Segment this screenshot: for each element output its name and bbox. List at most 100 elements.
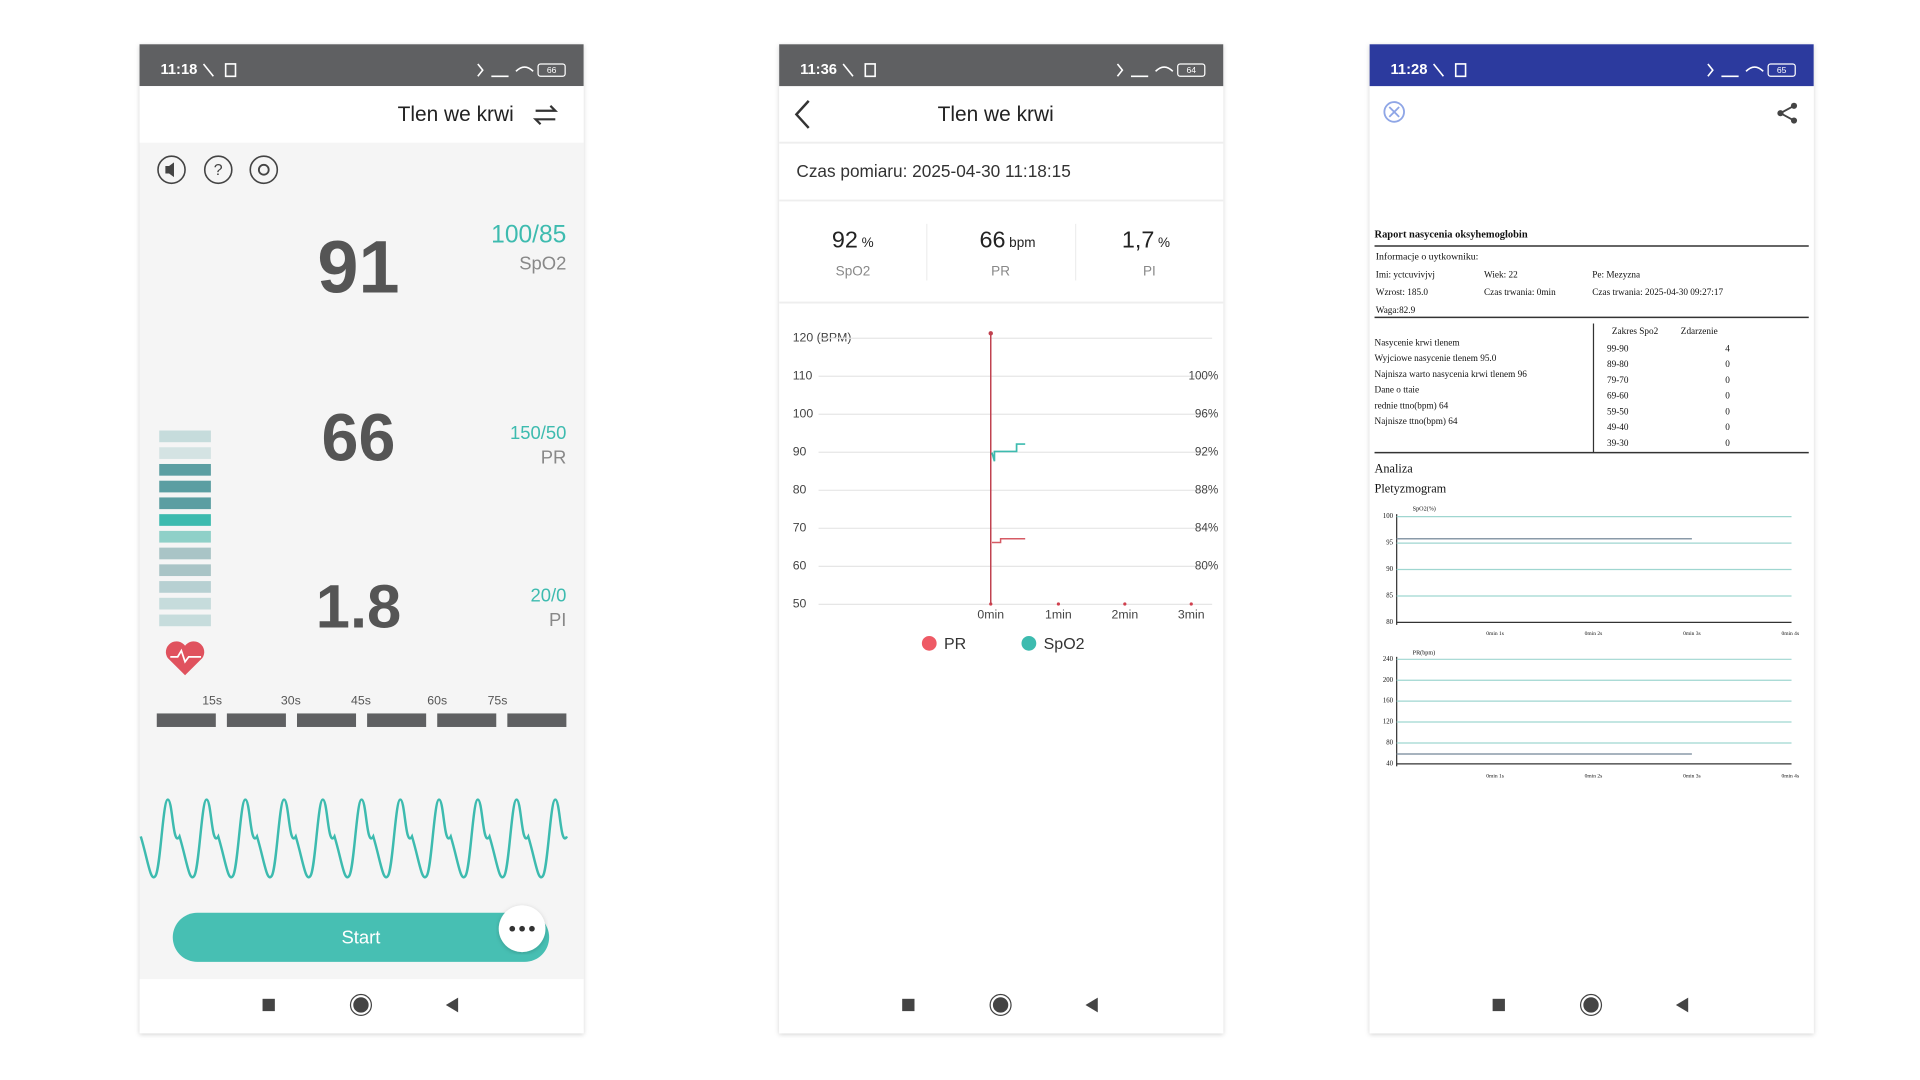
left-tick: 90 [793,445,807,459]
right-tick: 84% [1195,522,1218,535]
user-info: Pe: Mezyzna [1592,270,1640,280]
status-bar [1369,44,1814,87]
count-cell: 0 [1725,422,1730,432]
battery-level: 66 [547,65,557,75]
user-info: Czas trwania: 0min [1484,287,1556,297]
status-time: 11:36 [800,62,837,78]
battery-icon [537,63,566,77]
pr-trace [991,538,1026,544]
table-header: Zdarzenie [1681,326,1718,336]
timeline-segment [156,713,216,727]
timeline-segment [296,713,357,727]
settings-glyph [257,163,270,176]
nav-back[interactable] [1675,997,1689,1013]
settings-button[interactable] [249,155,279,185]
nav-recent[interactable] [262,998,275,1012]
reading-value: 66 [322,401,396,475]
signal-bar [159,463,211,476]
timeline-segment [367,713,427,727]
nav-home-ring [349,993,373,1017]
range-cell: 39-30 [1607,438,1629,448]
nav-back[interactable] [445,997,459,1013]
help-button[interactable] [203,155,233,185]
left-tick: 120 (BPM) [793,331,852,345]
chart-ytick: 80 [1386,740,1393,747]
signal-bar [159,514,211,526]
reading-range: 150/50 [510,422,566,443]
chart-xtick: 0min 3s [1683,773,1701,779]
nav-home[interactable] [991,995,1011,1015]
chart-ytick: 95 [1386,540,1393,547]
nav-recent[interactable] [902,998,915,1012]
reading-label: PR [541,447,567,468]
timeline-label: 45s [351,693,371,707]
sound-button[interactable] [157,155,186,185]
summary-line: Najnisza warto nasycenia krwi tlenem 96 [1375,369,1528,379]
signal-bar [159,530,211,543]
legend-label: PR [944,636,966,653]
sound-glyph [165,162,174,178]
x-tick: 0min [977,607,1004,621]
reading-label: SpO2 [519,252,566,273]
count-cell: 0 [1725,375,1730,385]
timeline-label: 15s [202,693,222,707]
left-tick: 60 [793,559,807,573]
left-tick: 70 [793,521,807,535]
count-cell: 0 [1725,391,1730,401]
chart-ytick: 90 [1386,566,1393,573]
x-marker [989,602,993,606]
back-button[interactable] [794,100,810,129]
signal-icons [1707,63,1764,78]
x-marker [1123,602,1127,606]
nav-home-ring [989,993,1012,1017]
range-cell: 69-60 [1607,391,1629,401]
timeline-segment [226,713,286,727]
count-cell: 0 [1725,359,1730,369]
chart-ytick: 160 [1383,698,1394,705]
stat-label: PR [991,263,1010,278]
chart-xtick: 0min 2s [1585,773,1603,779]
chart-ytick: 85 [1386,593,1393,600]
signal-bar [159,480,211,493]
nav-home[interactable] [1581,995,1601,1015]
right-tick: 92% [1195,445,1218,458]
range-cell: 59-50 [1607,406,1629,416]
legend-swatch [1021,635,1037,651]
summary-line: Nasycenie krwi tlenem [1375,337,1461,347]
start-button[interactable] [172,912,550,962]
signal-bar [159,581,211,593]
status-time: 11:28 [1391,62,1428,78]
range-cell: 99-90 [1607,343,1629,353]
reading-range: 20/0 [530,584,566,605]
chart-label: PR(bpm) [1413,650,1436,657]
more-dot [509,925,516,932]
chart-xtick: 0min 1s [1486,773,1504,779]
chart-ytick: 200 [1383,677,1394,684]
start-label: Start [341,926,380,947]
x-marker [1189,602,1193,606]
nav-home[interactable] [351,995,371,1015]
nav-back[interactable] [1085,997,1098,1013]
nav-recent[interactable] [1492,998,1505,1012]
more-dot [519,925,525,932]
x-tick: 3min [1178,607,1205,621]
battery-icon [1767,63,1796,77]
left-tick: 80 [793,483,807,497]
chart-ytick: 40 [1386,760,1393,767]
pleth-heading: Pletyzmogram [1375,481,1447,495]
report-title: Raport nasycenia oksyhemoglobin [1375,229,1528,240]
stat-unit: % [862,235,874,250]
summary-line: Dane o ttaie [1375,385,1420,395]
cursor-dot [988,331,993,336]
status-icons [842,63,876,78]
user-info: Imi: yctcuvivjvj [1376,270,1435,280]
chart-xtick: 0min 4s [1781,773,1799,779]
more-dot [529,925,535,932]
swap-icon[interactable] [532,105,558,126]
close-button[interactable] [1383,101,1405,123]
signal-bar [159,497,211,510]
summary-line: Wyjciowe nasycenie tlenem 95.0 [1375,353,1497,363]
heart-icon [165,641,205,676]
